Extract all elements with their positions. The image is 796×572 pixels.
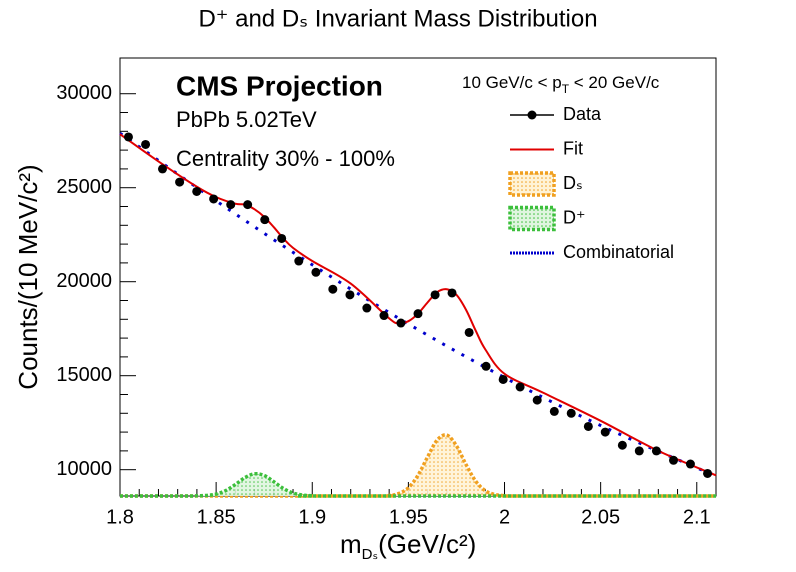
legend-entry: Fit <box>510 138 583 158</box>
data-point <box>192 186 202 196</box>
y-axis-label: Counts/(10 MeV/c²) <box>13 164 43 389</box>
y-tick-label: 10000 <box>56 458 112 480</box>
data-point <box>532 395 542 405</box>
data-point <box>600 427 610 437</box>
background-curve <box>119 131 717 477</box>
chart-title: D⁺ and Dₛ Invariant Mass Distribution <box>198 5 597 32</box>
legend-entry: D⁺ <box>508 205 586 232</box>
experiment-label: CMS Projection <box>176 70 383 101</box>
y-tick-label: 30000 <box>56 82 112 104</box>
centrality-label: Centrality 30% - 100% <box>176 146 395 171</box>
data-point <box>157 164 167 174</box>
pt-range-sub: T <box>562 82 570 96</box>
pt-range-label: 10 GeV/c < pT < 20 GeV/c <box>462 73 660 96</box>
data-point <box>430 290 440 300</box>
data-point <box>583 421 593 431</box>
data-point <box>294 256 304 266</box>
x-label-main: m <box>340 529 362 559</box>
data-point <box>634 446 644 456</box>
legend-label: Combinatorial <box>563 242 674 262</box>
fit-curve <box>119 133 717 477</box>
data-point <box>141 139 151 149</box>
signal-area-fill <box>120 434 716 497</box>
data-point <box>669 455 679 465</box>
x-label-rest: (GeV/c²) <box>378 529 476 559</box>
signal-curve <box>119 433 717 498</box>
data-point <box>311 267 321 277</box>
legend-marker <box>527 110 537 120</box>
data-point <box>481 361 491 371</box>
data-point <box>617 440 627 450</box>
data-point <box>123 132 133 142</box>
y-tick-label: 20000 <box>56 270 112 292</box>
legend-label: Fit <box>563 138 583 158</box>
legend-swatch <box>508 171 556 197</box>
x-tick-label: 2.05 <box>581 506 620 528</box>
pt-range-text: 10 GeV/c < p <box>462 73 562 92</box>
data-point <box>549 406 559 416</box>
data-point <box>379 311 389 321</box>
y-tick-label: 15000 <box>56 364 112 386</box>
data-point <box>175 177 185 187</box>
data-point <box>260 215 270 225</box>
data-point <box>328 284 338 294</box>
legend-entry: Data <box>510 104 602 124</box>
data-point <box>226 200 236 210</box>
data-point <box>277 233 287 243</box>
data-point <box>685 459 695 469</box>
x-tick-label: 1.95 <box>389 506 428 528</box>
data-point <box>464 327 474 337</box>
x-tick-label: 2.1 <box>683 506 711 528</box>
legend-label: Dₛ <box>563 173 583 193</box>
legend-swatch <box>508 205 556 232</box>
x-axis-label: mDₛ(GeV/c²) <box>340 529 476 563</box>
data-point <box>396 318 406 328</box>
legend-entry: Dₛ <box>508 171 583 197</box>
data-point <box>209 194 219 204</box>
data-point <box>362 303 372 313</box>
data-point <box>345 290 355 300</box>
pt-range-text: < 20 GeV/c <box>569 73 660 92</box>
x-tick-label: 1.9 <box>298 506 326 528</box>
x-label-sub: Dₛ <box>362 546 378 563</box>
legend-entry: Combinatorial <box>510 242 674 262</box>
data-point <box>651 446 661 456</box>
data-point <box>703 468 713 478</box>
data-point <box>515 382 525 392</box>
data-point <box>413 309 423 319</box>
data-point <box>243 200 253 210</box>
system-label: PbPb 5.02TeV <box>176 107 317 132</box>
data-point <box>498 374 508 384</box>
data-point <box>447 288 457 298</box>
legend-label: Data <box>563 104 602 124</box>
legend-label: D⁺ <box>563 207 586 227</box>
x-tick-label: 1.8 <box>106 506 134 528</box>
y-tick-label: 25000 <box>56 176 112 198</box>
x-tick-label: 2 <box>499 506 510 528</box>
data-point <box>566 408 576 418</box>
x-tick-label: 1.85 <box>197 506 236 528</box>
signal-curve <box>119 471 717 498</box>
